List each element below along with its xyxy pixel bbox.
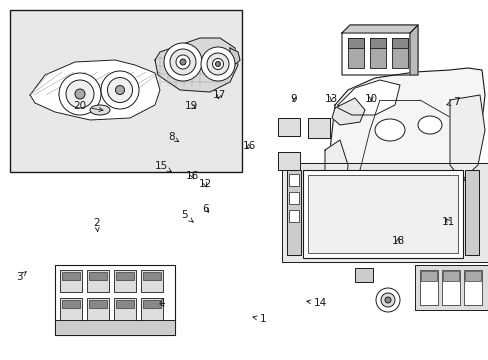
Text: 1: 1: [252, 314, 266, 324]
Polygon shape: [325, 140, 347, 215]
Bar: [55, 320, 175, 335]
Polygon shape: [30, 60, 160, 120]
Text: 12: 12: [198, 179, 212, 189]
Ellipse shape: [417, 116, 441, 134]
Bar: [307, 175, 457, 253]
Bar: [60, 270, 82, 292]
Bar: [441, 270, 459, 305]
Polygon shape: [331, 98, 364, 125]
Bar: [391, 38, 407, 68]
Ellipse shape: [380, 293, 394, 307]
Ellipse shape: [163, 43, 202, 81]
Ellipse shape: [212, 58, 223, 69]
Text: 11: 11: [441, 217, 455, 227]
Text: 14: 14: [306, 298, 327, 309]
Ellipse shape: [176, 55, 190, 69]
Bar: [278, 152, 299, 170]
Ellipse shape: [375, 288, 399, 312]
Bar: [354, 268, 372, 282]
Polygon shape: [449, 95, 484, 180]
Bar: [347, 38, 363, 48]
Text: 16: 16: [242, 141, 256, 151]
Text: 17: 17: [212, 90, 225, 100]
Bar: [142, 300, 161, 308]
Text: 19: 19: [184, 101, 198, 111]
Text: 10: 10: [364, 94, 377, 104]
Bar: [369, 38, 385, 48]
Text: 13: 13: [324, 94, 338, 104]
Text: 3: 3: [16, 272, 26, 282]
Ellipse shape: [107, 77, 132, 103]
Bar: [114, 270, 136, 292]
Bar: [303, 170, 462, 258]
Bar: [55, 265, 175, 335]
Bar: [347, 38, 363, 68]
Bar: [89, 300, 107, 308]
Bar: [116, 300, 134, 308]
Bar: [10, 10, 242, 172]
Polygon shape: [155, 38, 238, 92]
Ellipse shape: [215, 62, 220, 67]
Polygon shape: [337, 80, 399, 115]
Text: 2: 2: [93, 218, 100, 231]
Bar: [89, 272, 107, 280]
Polygon shape: [341, 25, 417, 75]
Bar: [463, 270, 481, 305]
Ellipse shape: [115, 85, 124, 94]
Bar: [278, 118, 299, 136]
Ellipse shape: [75, 89, 85, 99]
Bar: [464, 170, 478, 255]
Polygon shape: [409, 25, 417, 75]
Text: 20: 20: [73, 101, 103, 112]
Bar: [369, 38, 385, 68]
Bar: [288, 192, 298, 204]
Bar: [307, 118, 329, 138]
Ellipse shape: [170, 49, 196, 75]
Bar: [60, 298, 82, 320]
Ellipse shape: [206, 53, 228, 75]
Polygon shape: [341, 25, 417, 33]
Bar: [286, 170, 301, 255]
Bar: [288, 174, 298, 186]
Text: 5: 5: [181, 210, 193, 222]
Bar: [391, 38, 407, 48]
Bar: [114, 298, 136, 320]
Polygon shape: [229, 48, 240, 64]
Polygon shape: [325, 68, 484, 232]
Bar: [87, 270, 109, 292]
Ellipse shape: [66, 80, 94, 108]
Bar: [87, 298, 109, 320]
Text: 7: 7: [446, 96, 459, 107]
Bar: [414, 265, 488, 310]
Ellipse shape: [90, 105, 110, 115]
Bar: [464, 271, 480, 281]
Text: 8: 8: [167, 132, 178, 142]
Text: 4: 4: [158, 298, 164, 308]
Bar: [141, 298, 163, 320]
Text: 9: 9: [290, 94, 297, 104]
Bar: [62, 300, 80, 308]
Ellipse shape: [384, 297, 390, 303]
Bar: [420, 271, 436, 281]
Ellipse shape: [180, 59, 185, 65]
Ellipse shape: [101, 71, 139, 109]
Bar: [442, 271, 458, 281]
Text: 15: 15: [154, 161, 171, 172]
Bar: [419, 270, 437, 305]
Bar: [142, 272, 161, 280]
Polygon shape: [282, 163, 488, 262]
Ellipse shape: [201, 47, 235, 81]
Bar: [288, 210, 298, 222]
Ellipse shape: [374, 119, 404, 141]
Text: 6: 6: [202, 204, 208, 214]
Bar: [116, 272, 134, 280]
Text: 16: 16: [185, 171, 199, 181]
Bar: [62, 272, 80, 280]
Text: 18: 18: [390, 236, 404, 246]
Bar: [141, 270, 163, 292]
Ellipse shape: [59, 73, 101, 115]
